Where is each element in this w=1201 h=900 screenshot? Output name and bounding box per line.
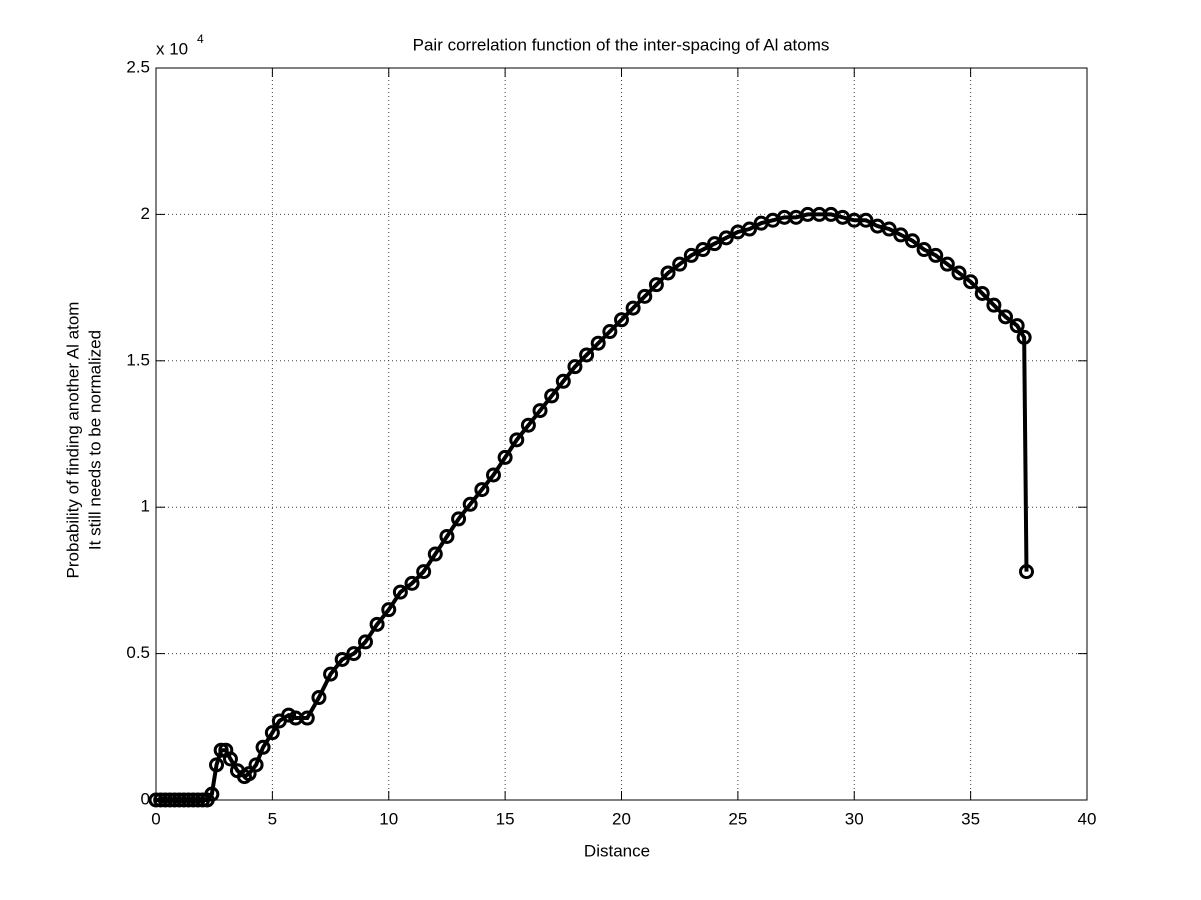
data-point <box>204 786 220 802</box>
data-point <box>404 575 420 591</box>
data-point <box>858 212 874 228</box>
data-point <box>439 528 455 544</box>
y-tick-label: 0.5 <box>126 643 150 662</box>
data-point <box>637 288 653 304</box>
data-point <box>939 256 955 272</box>
data-point <box>209 757 225 773</box>
x-tick-label: 30 <box>845 809 864 828</box>
data-point <box>916 242 932 258</box>
data-point <box>474 482 490 498</box>
data-point <box>893 227 909 243</box>
data-point <box>167 792 183 808</box>
plot-frame <box>155 67 1088 801</box>
y-tick-label: 1 <box>141 497 150 516</box>
data-point <box>357 634 373 650</box>
x-tick-label: 0 <box>151 809 160 828</box>
data-point <box>334 651 350 667</box>
x-tick-label: 25 <box>728 809 747 828</box>
data-point <box>497 449 513 465</box>
data-point <box>614 312 629 328</box>
x-tick-label: 20 <box>612 809 631 828</box>
data-point <box>381 602 397 618</box>
data-point <box>509 432 525 448</box>
data-point <box>625 300 641 316</box>
data-point <box>264 725 280 741</box>
y-tick-label: 2.5 <box>126 57 150 76</box>
data-point <box>416 564 432 580</box>
data-point <box>579 347 595 363</box>
x-tick-label: 10 <box>379 809 398 828</box>
data-point <box>567 359 583 375</box>
data-point <box>153 792 169 808</box>
data-point <box>986 297 1002 313</box>
data-point <box>881 221 897 237</box>
data-point <box>648 277 664 293</box>
data-point <box>369 616 385 632</box>
data-point <box>660 265 676 281</box>
data-point <box>951 265 967 281</box>
data-point <box>683 247 699 263</box>
data-point <box>281 707 297 723</box>
data-point <box>963 274 979 290</box>
data-point <box>520 417 536 433</box>
data-point <box>672 256 688 272</box>
data-point <box>176 792 192 808</box>
data-line <box>156 212 1029 802</box>
data-point <box>462 496 478 512</box>
data-point <box>157 792 173 808</box>
data-point <box>241 766 257 782</box>
data-point <box>162 792 178 808</box>
data-point <box>928 247 944 263</box>
x-tick-label: 5 <box>268 809 277 828</box>
y-tick-label: 2 <box>141 204 150 223</box>
data-point <box>346 646 362 662</box>
data-point <box>1009 318 1025 334</box>
data-point <box>248 757 264 773</box>
data-point <box>707 236 723 252</box>
data-point <box>1018 564 1034 580</box>
x-tick-label: 35 <box>961 809 980 828</box>
data-point <box>602 324 618 340</box>
data-point <box>299 710 315 726</box>
y-multiplier-exponent: 4 <box>197 32 204 46</box>
y-axis-label: Probability of finding another Al atom <box>63 302 82 579</box>
data-point <box>998 309 1014 325</box>
y-axis-label: It still needs to be normalized <box>85 330 104 550</box>
data-point <box>181 792 197 808</box>
data-point <box>590 335 606 351</box>
data-point <box>323 666 339 682</box>
data-point <box>171 792 187 808</box>
data-point <box>185 792 201 808</box>
data-point <box>485 467 501 483</box>
x-tick-label: 15 <box>496 809 515 828</box>
y-tick-label: 0 <box>141 789 150 808</box>
data-point <box>532 403 548 419</box>
data-point <box>311 690 327 706</box>
chart-title: Pair correlation function of the inter-s… <box>413 35 830 54</box>
data-point <box>695 242 711 258</box>
data-point <box>392 584 408 600</box>
data-point <box>544 388 560 404</box>
data-point <box>718 230 734 246</box>
data-point <box>451 511 467 527</box>
data-point <box>974 285 990 301</box>
data-point <box>213 742 229 758</box>
x-axis-label: Distance <box>584 841 650 860</box>
data-point <box>555 373 571 389</box>
data-point <box>222 751 238 767</box>
data-point <box>148 792 164 808</box>
data-point <box>1016 329 1032 345</box>
y-tick-label: 1.5 <box>126 350 150 369</box>
data-point <box>904 233 920 249</box>
y-multiplier: x 10 <box>156 39 188 58</box>
data-point <box>427 546 443 562</box>
x-tick-label: 40 <box>1078 809 1097 828</box>
data-point <box>255 739 271 755</box>
data-point <box>190 792 206 808</box>
data-point <box>742 221 758 237</box>
